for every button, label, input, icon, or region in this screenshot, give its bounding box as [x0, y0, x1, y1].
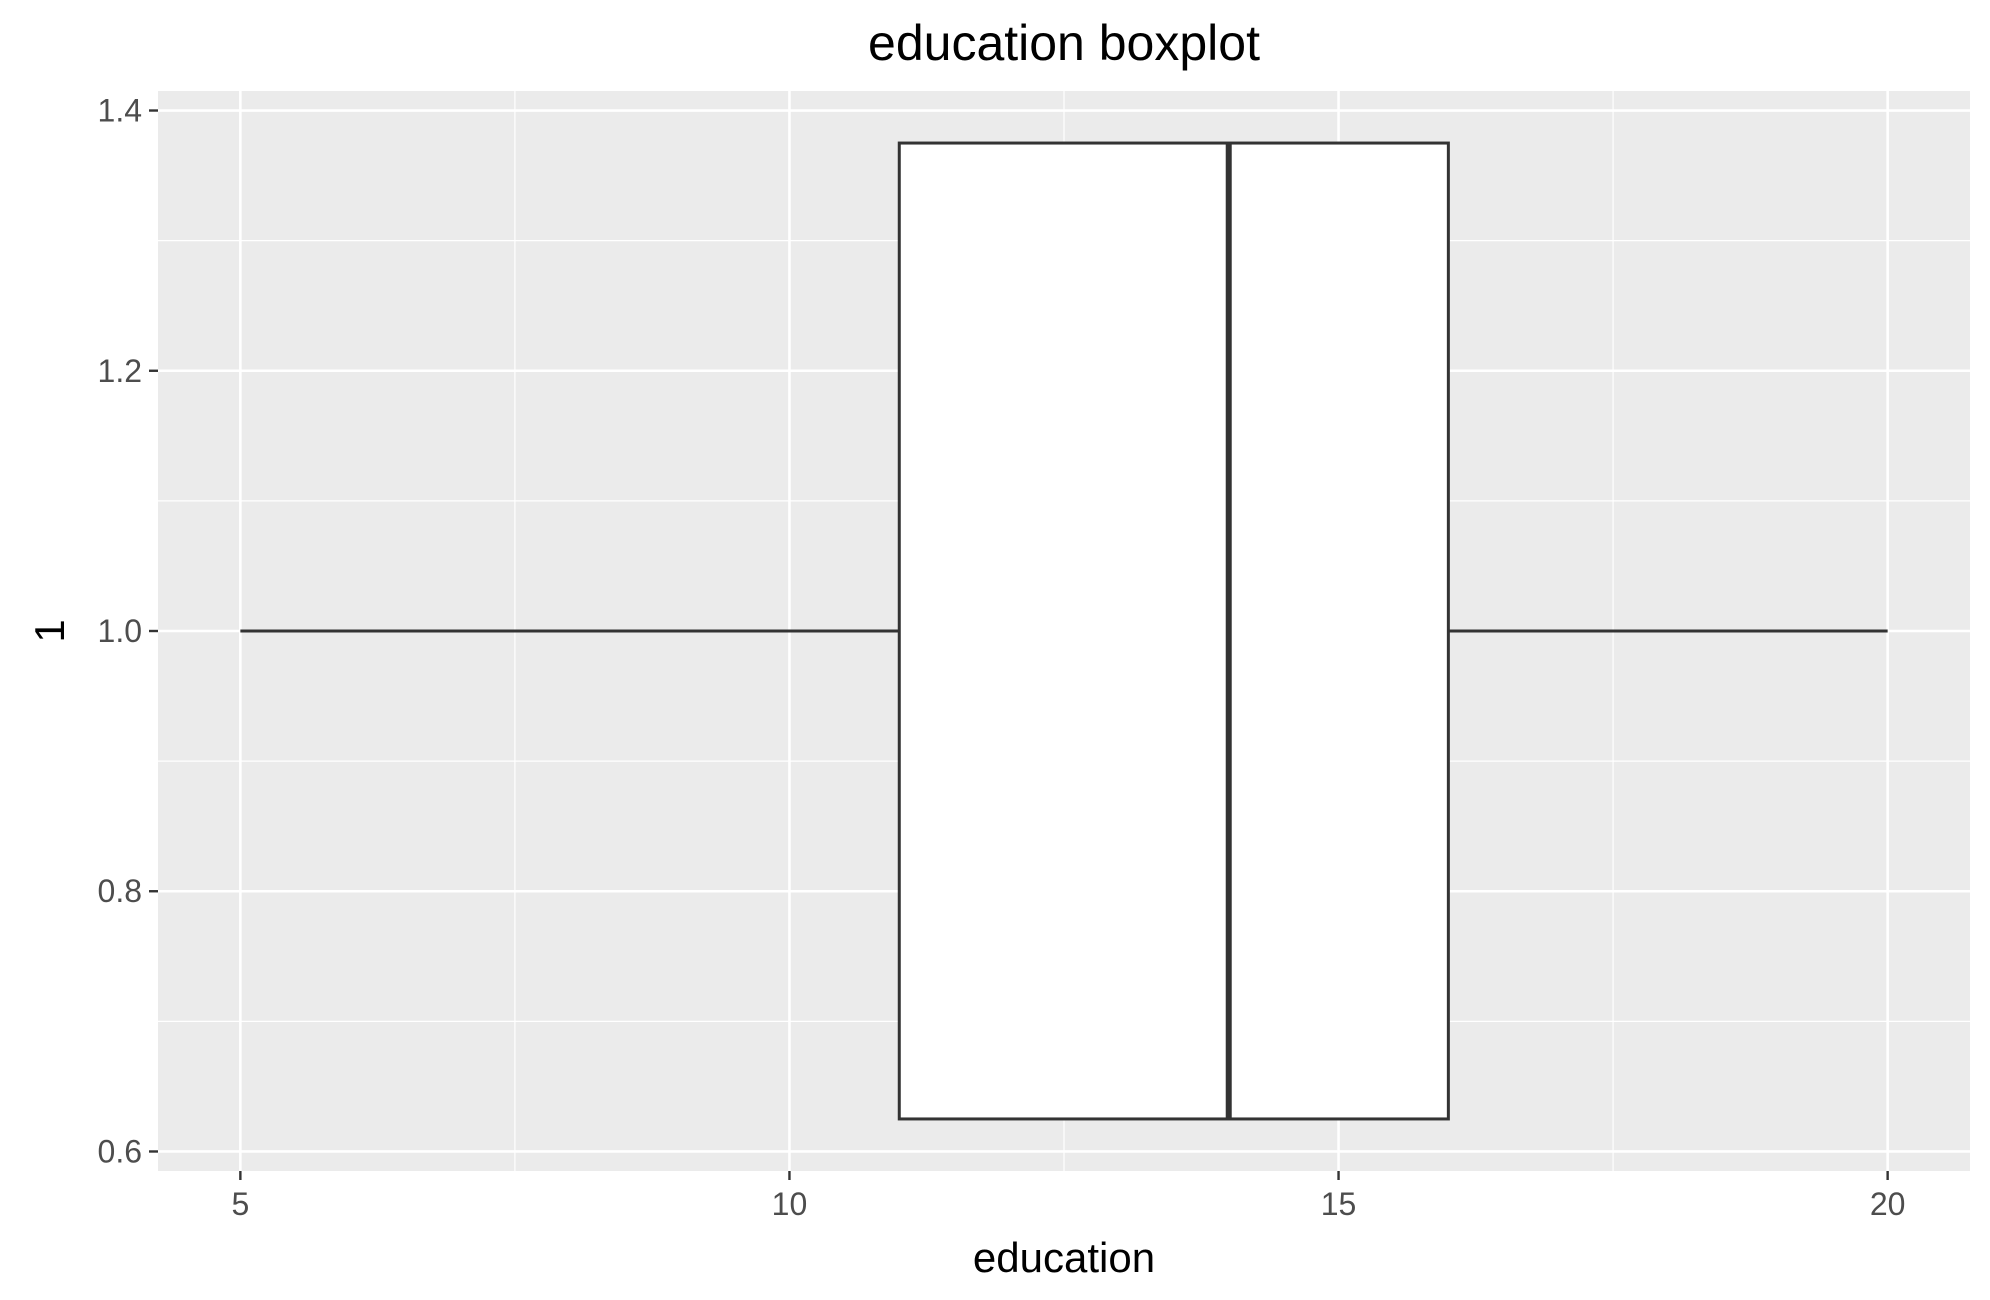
x-tick-label: 15 — [1321, 1186, 1357, 1222]
x-axis-title: education — [973, 1234, 1155, 1281]
y-axis-title: 1 — [26, 619, 73, 642]
chart-title: education boxplot — [868, 15, 1260, 71]
y-tick-label: 0.6 — [98, 1133, 142, 1169]
x-tick-label: 20 — [1870, 1186, 1906, 1222]
box-group — [240, 141, 1888, 1121]
y-axis: 0.6 0.8 1.0 1.2 1.4 — [98, 93, 158, 1169]
y-tick-label: 1.4 — [98, 93, 142, 129]
y-tick-label: 0.8 — [98, 873, 142, 909]
interquartile-box — [897, 141, 1450, 1121]
y-tick-label: 1.2 — [98, 353, 142, 389]
y-tick-label: 1.0 — [98, 613, 142, 649]
x-tick-label: 10 — [772, 1186, 808, 1222]
x-axis: 5 10 15 20 — [231, 1171, 1905, 1222]
x-tick-label: 5 — [231, 1186, 249, 1222]
